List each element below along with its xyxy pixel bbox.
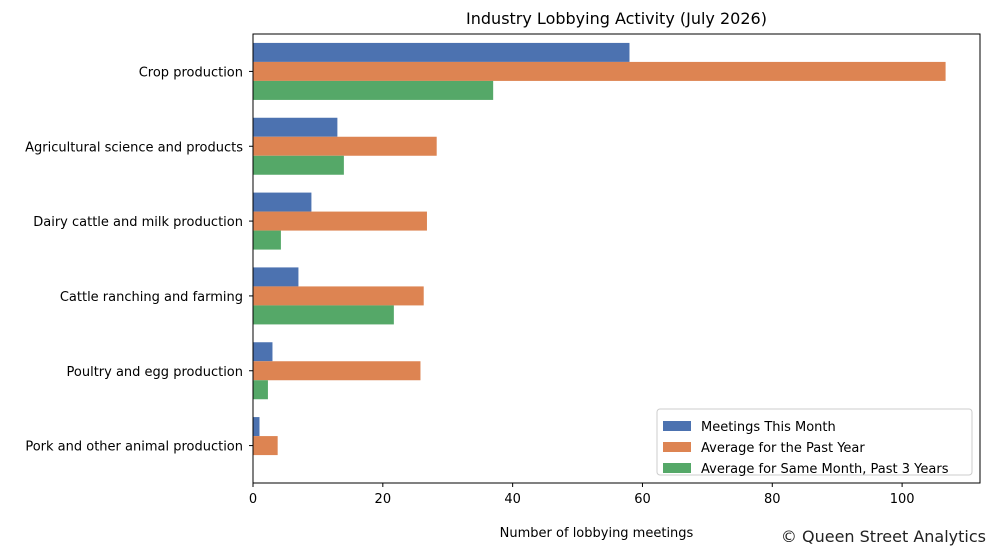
plot-frame	[252, 33, 981, 484]
bar-3-5	[253, 380, 268, 400]
x-axis: 0 20 40 60 80 100	[249, 483, 915, 507]
bar-3-2	[253, 155, 344, 175]
bar-2-1	[253, 61, 946, 81]
bar-1-1	[253, 42, 630, 62]
legend-swatch	[663, 442, 691, 452]
y-tick-label: Poultry and egg production	[67, 365, 243, 380]
legend-label: Average for the Past Year	[701, 441, 865, 456]
bar-3-1	[253, 80, 494, 100]
bar-1-3	[253, 192, 312, 212]
x-tick-label: 60	[634, 492, 651, 507]
y-tick-label: Cattle ranching and farming	[60, 290, 243, 305]
bars-layer	[253, 42, 946, 456]
bar-1-5	[253, 342, 273, 362]
bar-2-6	[253, 436, 278, 456]
bar-2-5	[253, 361, 421, 381]
y-axis: Crop production Agricultural science and …	[25, 65, 253, 455]
y-tick-label: Dairy cattle and milk production	[33, 215, 243, 230]
bar-1-4	[253, 267, 299, 287]
bar-2-4	[253, 286, 424, 306]
credit-watermark: © Queen Street Analytics	[780, 527, 986, 546]
legend-label: Average for Same Month, Past 3 Years	[701, 462, 949, 477]
y-tick-label: Crop production	[139, 65, 243, 80]
x-tick-label: 20	[375, 492, 392, 507]
bar-2-2	[253, 136, 437, 156]
bar-3-3	[253, 230, 281, 250]
legend-box	[656, 408, 973, 476]
legend-label: Meetings This Month	[701, 420, 836, 435]
x-tick-label: 100	[890, 492, 915, 507]
x-axis-label: Number of lobbying meetings	[500, 526, 694, 541]
bar-2-3	[253, 211, 427, 231]
bar-3-4	[253, 305, 394, 325]
y-tick-label: Agricultural science and products	[25, 140, 243, 155]
bar-1-6	[253, 417, 260, 437]
legend-swatch	[663, 421, 691, 431]
legend-swatch	[663, 463, 691, 473]
x-tick-label: 80	[764, 492, 781, 507]
bar-1-2	[253, 117, 338, 137]
legend: Meetings This Month Average for the Past …	[656, 408, 973, 477]
chart-title: Industry Lobbying Activity (July 2026)	[466, 9, 767, 28]
x-tick-label: 40	[504, 492, 521, 507]
x-tick-label: 0	[249, 492, 257, 507]
y-tick-label: Pork and other animal production	[25, 440, 243, 455]
